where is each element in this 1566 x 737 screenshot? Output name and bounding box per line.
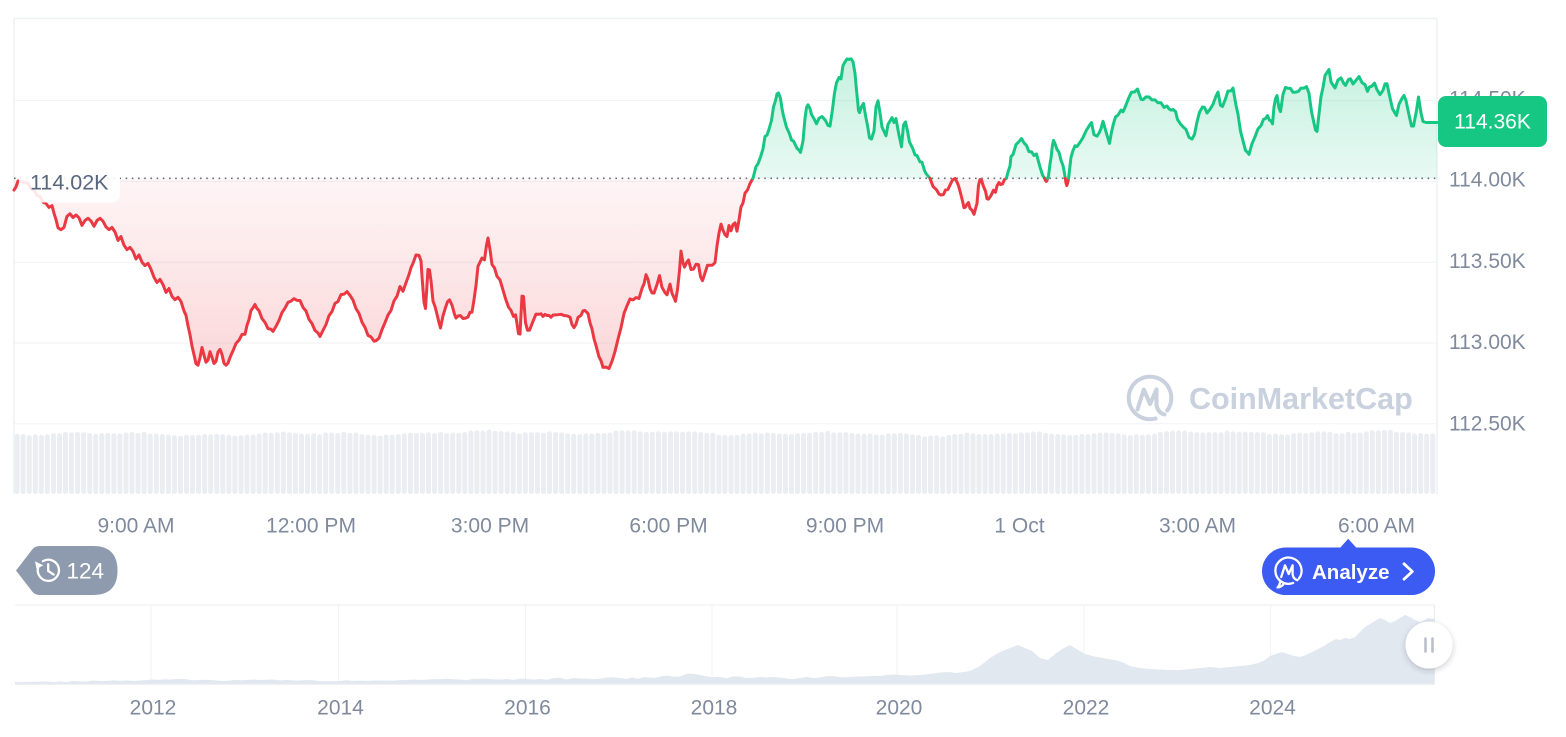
svg-text:6:00 PM: 6:00 PM bbox=[629, 515, 707, 538]
svg-text:6:00 AM: 6:00 AM bbox=[1338, 515, 1415, 538]
svg-text:114.02K: 114.02K bbox=[30, 171, 109, 195]
svg-text:CoinMarketCap: CoinMarketCap bbox=[1189, 382, 1413, 416]
svg-text:2020: 2020 bbox=[876, 697, 923, 720]
svg-text:2016: 2016 bbox=[504, 697, 551, 720]
svg-text:112.50K: 112.50K bbox=[1449, 412, 1526, 435]
svg-text:12:00 PM: 12:00 PM bbox=[266, 515, 356, 538]
svg-text:114.00K: 114.00K bbox=[1449, 169, 1526, 192]
svg-text:114.36K: 114.36K bbox=[1454, 111, 1531, 134]
svg-text:3:00 AM: 3:00 AM bbox=[1159, 515, 1236, 538]
svg-text:124: 124 bbox=[67, 559, 105, 584]
svg-text:113.50K: 113.50K bbox=[1449, 250, 1526, 273]
svg-text:2022: 2022 bbox=[1063, 697, 1110, 720]
svg-text:9:00 PM: 9:00 PM bbox=[806, 515, 884, 538]
svg-text:3:00 PM: 3:00 PM bbox=[451, 515, 529, 538]
svg-text:2014: 2014 bbox=[317, 697, 364, 720]
svg-text:Analyze: Analyze bbox=[1312, 561, 1389, 584]
svg-text:2018: 2018 bbox=[691, 697, 738, 720]
svg-text:2024: 2024 bbox=[1249, 697, 1296, 720]
svg-text:9:00 AM: 9:00 AM bbox=[97, 515, 174, 538]
svg-text:113.00K: 113.00K bbox=[1449, 331, 1526, 354]
svg-text:2012: 2012 bbox=[130, 697, 177, 720]
svg-text:1 Oct: 1 Oct bbox=[994, 515, 1044, 538]
